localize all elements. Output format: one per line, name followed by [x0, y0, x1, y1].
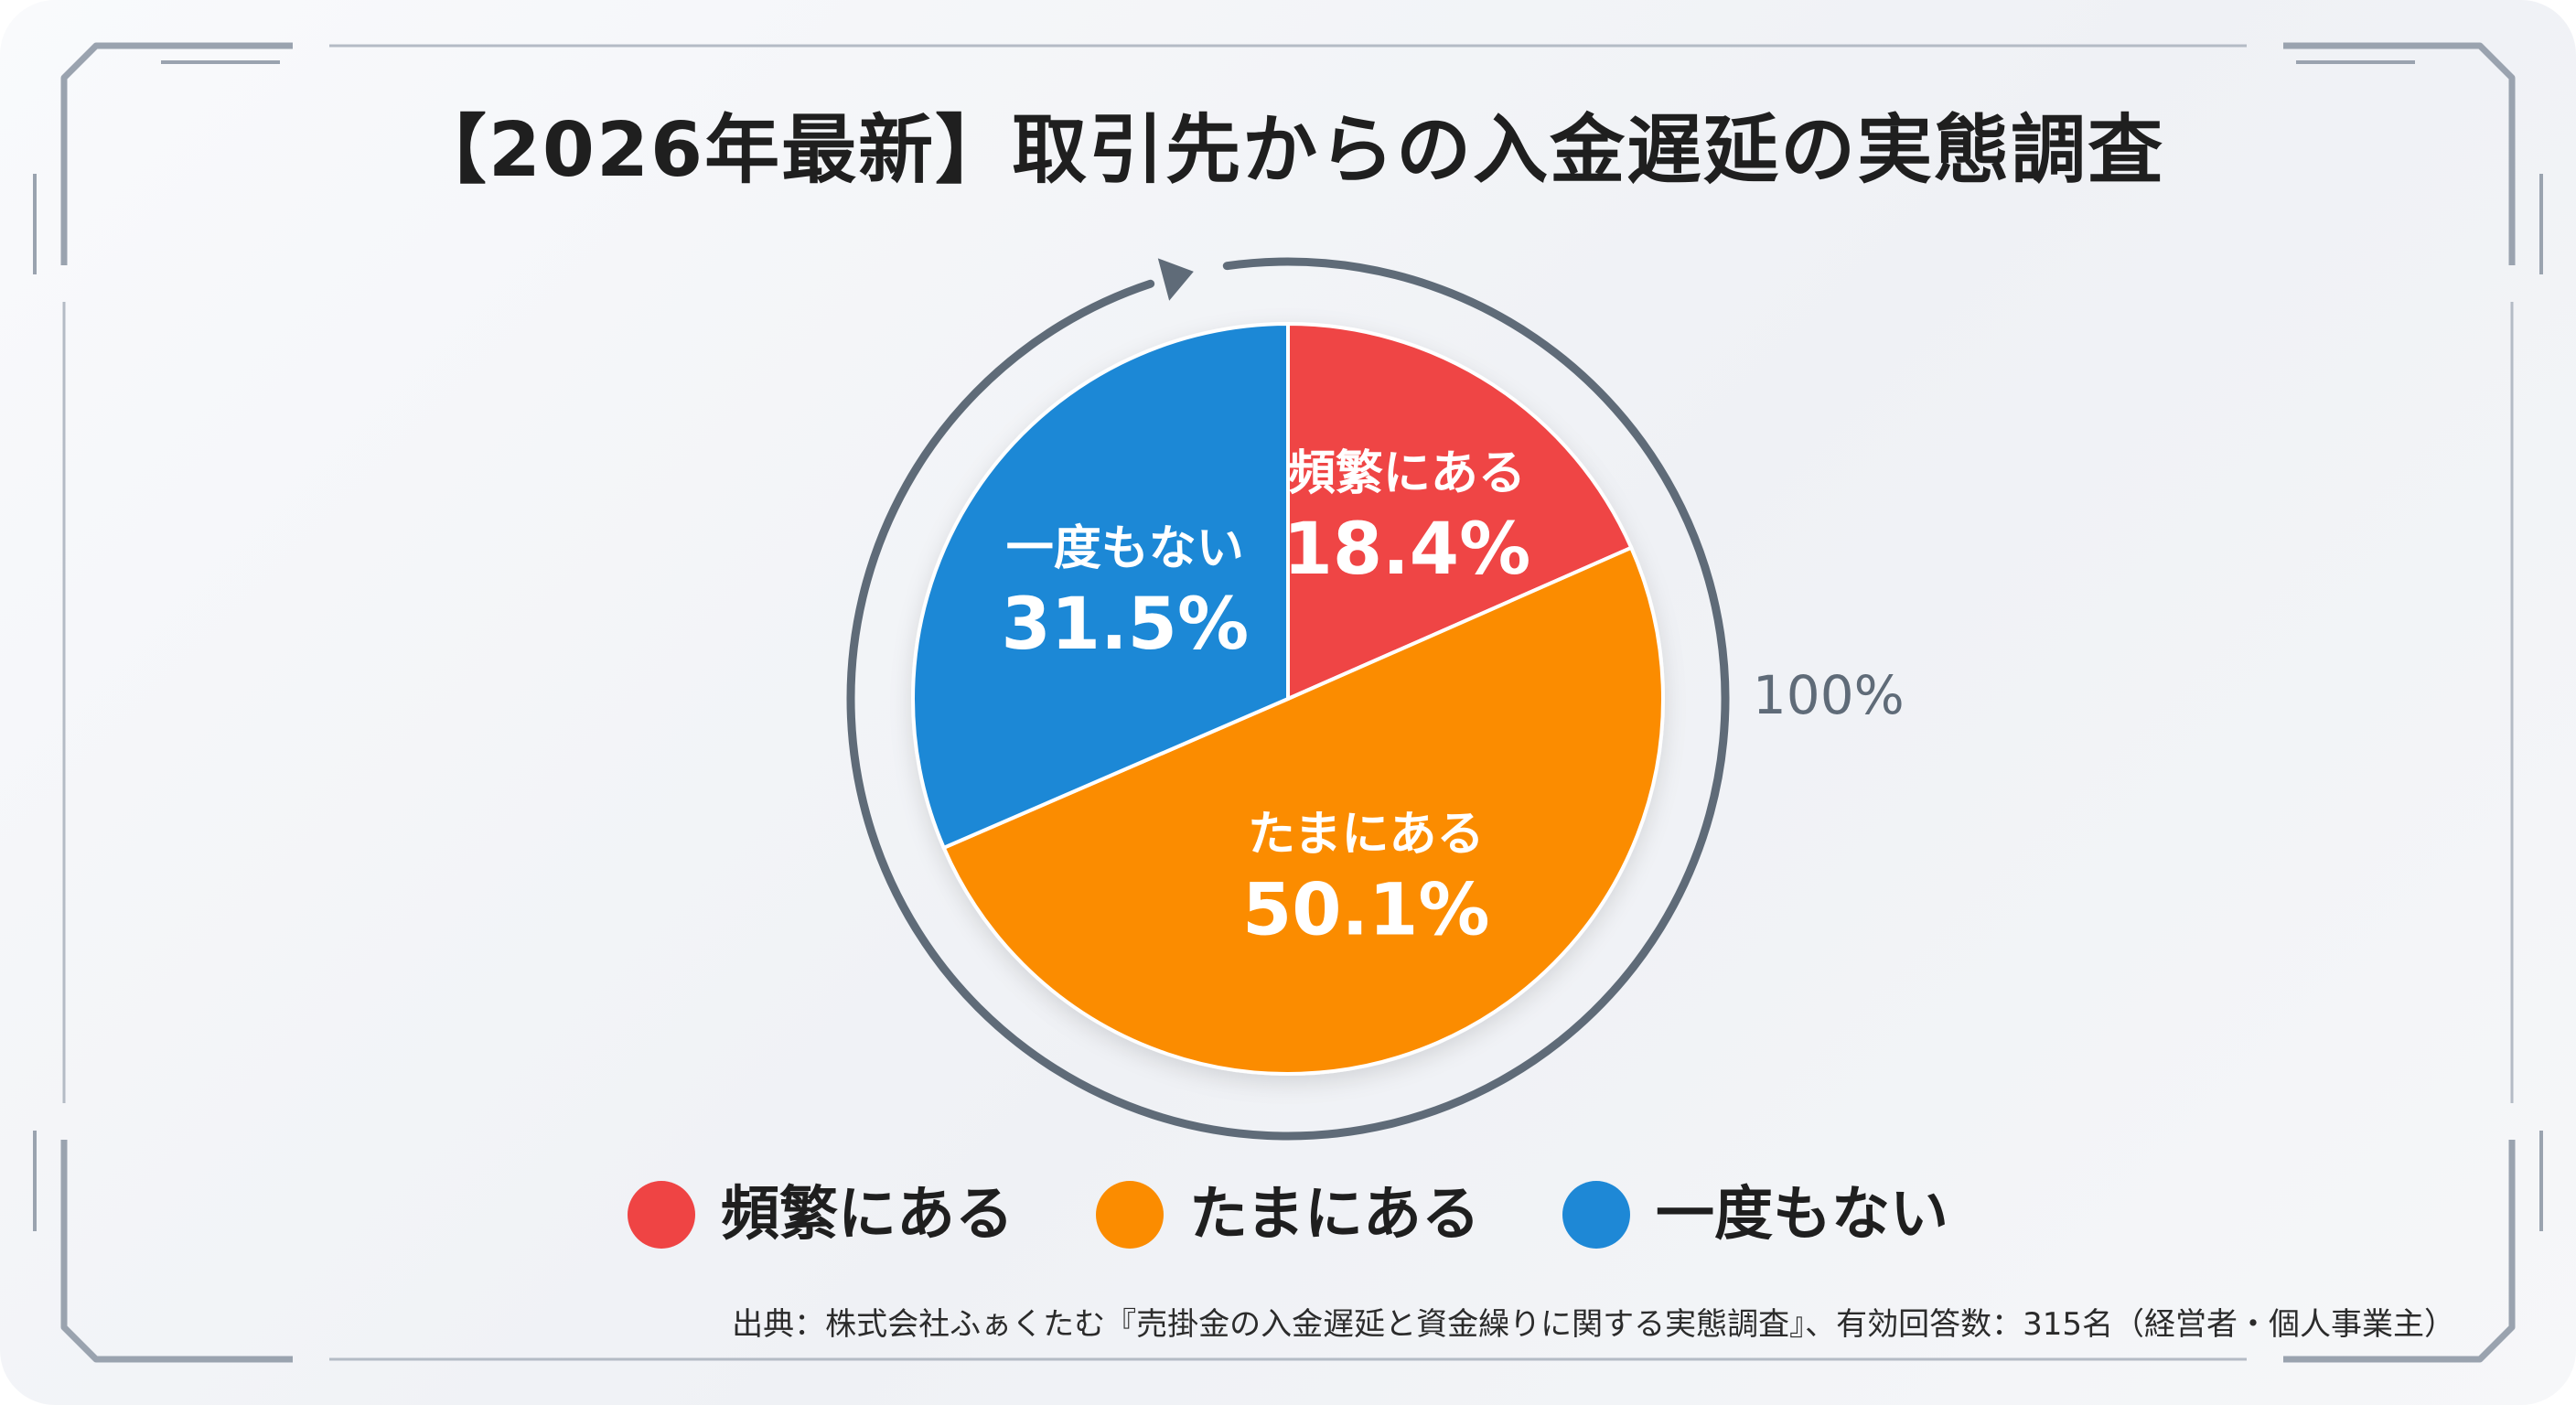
legend-label-frequent: 頻繁にある — [720, 1181, 1014, 1249]
legend-swatch-sometimes — [1095, 1181, 1164, 1249]
legend-swatch-never — [1562, 1181, 1631, 1249]
total-label: 100% — [1753, 664, 1905, 726]
total-arc-arrowhead — [1157, 258, 1194, 301]
legend-label-sometimes: たまにある — [1188, 1181, 1481, 1249]
legend-item-sometimes: たまにある — [1095, 1174, 1481, 1256]
page-title: 【2026年最新】取引先からの入金遅延の実態調査 — [411, 107, 2165, 194]
pie-slice-sometimes — [941, 545, 1665, 1076]
slice-label-sometimes: たまにある — [1248, 807, 1484, 862]
legend-label-never: 一度もない — [1656, 1181, 1949, 1249]
legend-item-frequent: 頻繁にある — [627, 1174, 1014, 1256]
pie-slice-frequent — [1286, 321, 1634, 702]
slice-label-never: 一度もない — [1006, 521, 1244, 576]
slice-label-frequent: 頻繁にある — [1288, 446, 1526, 501]
slice-value-frequent: 18.4% — [1283, 509, 1531, 591]
slice-value-never: 31.5% — [1002, 584, 1250, 666]
slice-value-sometimes: 50.1% — [1242, 869, 1490, 951]
pie-slice-never — [911, 321, 1290, 851]
legend-item-never: 一度もない — [1562, 1174, 1948, 1256]
source-citation: 出典：株式会社ふぁくたむ『売掛金の入金遅延と資金繰りに関する実態調査』、有効回答… — [732, 1306, 2455, 1343]
legend: 頻繁にある たまにある 一度もない — [0, 1174, 2576, 1256]
legend-swatch-frequent — [627, 1181, 695, 1249]
total-arc — [846, 257, 1730, 1141]
